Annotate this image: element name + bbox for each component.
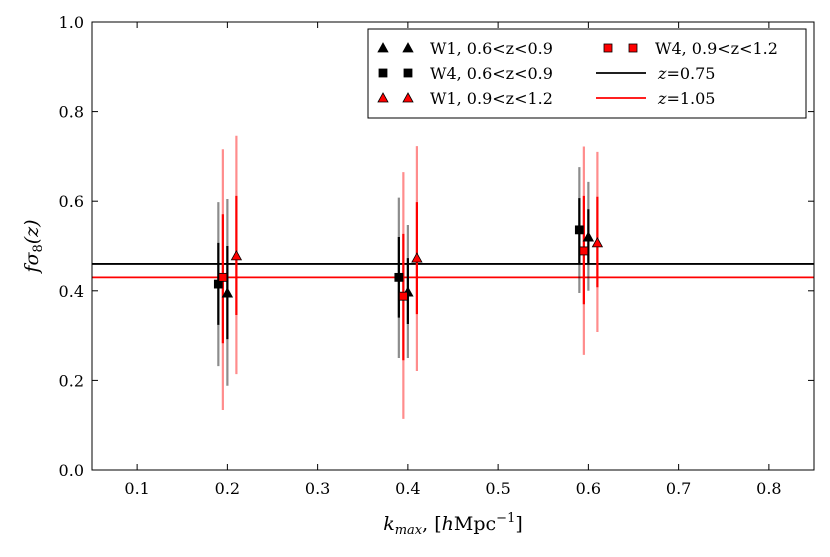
legend-marker xyxy=(402,42,414,53)
data-point xyxy=(398,291,408,301)
y-tick-label: 0.8 xyxy=(59,103,84,122)
legend-marker xyxy=(628,43,638,53)
legend-marker xyxy=(402,92,414,103)
legend-label: W4, 0.6<z<0.9 xyxy=(430,64,553,83)
y-tick-label: 0.2 xyxy=(59,371,84,390)
x-tick-label: 0.1 xyxy=(124,479,149,498)
data-point xyxy=(394,272,404,282)
x-tick-label: 0.3 xyxy=(305,479,330,498)
data-point xyxy=(579,246,589,256)
data-point xyxy=(218,272,228,282)
legend: W1, 0.6<z<0.9 W4, 0.6<z<0.9 W1, 0.9<z<1.2 W… xyxy=(367,28,807,119)
data-point xyxy=(574,225,584,235)
legend-label: z=1.05 xyxy=(657,89,715,108)
data-point xyxy=(221,287,234,298)
data-point xyxy=(411,252,423,263)
plot-frame xyxy=(91,21,815,471)
y-axis-label: fσ8(z) xyxy=(21,219,46,274)
y-tick-label: 1.0 xyxy=(59,13,84,32)
y-tick-label: 0.4 xyxy=(59,282,84,301)
legend-label: W1, 0.9<z<1.2 xyxy=(430,89,553,108)
x-tick-label: 0.4 xyxy=(395,479,420,498)
legend-label: W4, 0.9<z<1.2 xyxy=(655,39,778,58)
y-tick-label: 0.0 xyxy=(59,461,84,480)
legend-marker xyxy=(377,92,389,103)
x-tick-label: 0.5 xyxy=(485,479,510,498)
legend-marker xyxy=(603,43,613,53)
data-point xyxy=(582,231,595,242)
x-tick-label: 0.8 xyxy=(756,479,781,498)
data-point xyxy=(230,250,243,261)
legend-label: z=0.75 xyxy=(657,64,715,83)
x-tick-label: 0.2 xyxy=(215,479,240,498)
legend-label: W1, 0.6<z<0.9 xyxy=(430,39,553,58)
legend-marker xyxy=(403,68,413,78)
legend-marker xyxy=(378,68,388,78)
x-axis-label: kmax, [hMpc−1] xyxy=(383,511,523,538)
x-tick-label: 0.7 xyxy=(666,479,691,498)
data-point xyxy=(213,279,223,289)
x-tick-label: 0.6 xyxy=(576,479,601,498)
legend-marker xyxy=(377,42,389,53)
y-tick-label: 0.6 xyxy=(59,192,84,211)
data-point xyxy=(591,237,604,248)
